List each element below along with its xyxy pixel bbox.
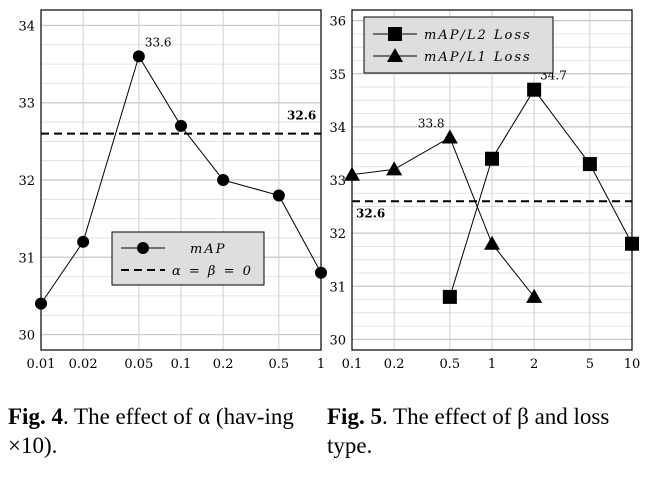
figure-5-caption: Fig. 5. The effect of β and loss type.: [327, 402, 647, 460]
legend-box: [363, 16, 554, 74]
data-label: 33.6: [145, 35, 172, 49]
y-tick-label: 35: [329, 68, 346, 83]
y-tick-label: 36: [329, 15, 346, 30]
baseline-label: 32.6: [356, 206, 385, 220]
x-tick-label: 1: [488, 357, 496, 372]
y-tick-label: 32: [18, 174, 35, 189]
x-tick-label: 10: [624, 357, 641, 372]
data-point-circle: [315, 266, 327, 279]
data-point-circle: [217, 174, 230, 186]
legend: mAP α = β = 0: [111, 231, 265, 286]
legend: mAP/L2 Loss mAP/L1 Loss: [363, 16, 554, 74]
x-tick-label: 0.5: [440, 357, 461, 372]
data-label: 33.8: [418, 117, 445, 131]
x-tick-label: 0.1: [342, 357, 363, 372]
data-point-triangle: [344, 166, 360, 181]
x-tick-label: 0.01: [27, 357, 56, 372]
y-tick-label: 34: [329, 121, 346, 136]
baseline-label: 32.6: [287, 109, 316, 123]
figure-5-caption-text: . The effect of β and loss type.: [327, 404, 610, 458]
legend-box: [111, 231, 265, 286]
legend-label: mAP: [190, 242, 226, 257]
plot-frame: [40, 9, 322, 351]
legend-label: mAP/L2 Loss: [424, 28, 532, 43]
y-tick-label: 30: [18, 329, 35, 344]
data-point-square: [582, 157, 597, 172]
legend-circle-marker: [137, 242, 149, 254]
data-point-square: [485, 151, 499, 166]
y-tick-label: 31: [329, 280, 346, 295]
data-point-circle: [132, 50, 145, 63]
data-point-square: [527, 82, 542, 97]
x-tick-label: 0.02: [69, 357, 98, 372]
x-tick-label: 1: [317, 357, 325, 372]
figure-4-caption-text: . The effect of α (hav-ing ×10).: [8, 404, 294, 458]
data-point-square: [625, 236, 639, 251]
figures: 30 31 32 33 34 0.01 0.02 0.05 0.1 0.2 0.5 1 32.6 33.6…: [18, 9, 641, 372]
x-tick-label: 0.2: [384, 357, 405, 372]
x-tick-label: 5: [586, 357, 594, 372]
data-point-square: [442, 289, 457, 304]
y-tick-label: 31: [18, 251, 35, 266]
y-tick-label: 30: [329, 333, 346, 348]
data-point-circle: [272, 189, 285, 202]
figure-4-caption: Fig. 4. The effect of α (hav-ing ×10).: [8, 402, 324, 460]
data-point-triangle: [441, 129, 458, 144]
data-point-circle: [35, 297, 47, 310]
legend-square-marker: [388, 27, 402, 41]
data-point-triangle: [386, 161, 403, 176]
x-tick-label: 0.2: [213, 357, 234, 372]
legend-label: α = β = 0: [172, 264, 253, 279]
chart-4: 30 31 32 33 34 0.01 0.02 0.05 0.1 0.2 0.5 1 32.6 33.6…: [18, 9, 327, 372]
legend-triangle-marker: [387, 48, 403, 62]
legend-label: mAP/L1 Loss: [424, 50, 532, 65]
y-tick-label: 34: [18, 19, 35, 34]
y-tick-label: 33: [18, 97, 35, 112]
x-tick-label: 0.1: [171, 357, 192, 372]
figure-4-label: Fig. 4: [8, 404, 63, 429]
data-point-triangle: [526, 288, 543, 303]
y-tick-label: 33: [329, 174, 346, 189]
x-tick-label: 0.05: [124, 357, 153, 372]
x-tick-label: 0.5: [269, 357, 290, 372]
data-point-circle: [175, 119, 187, 132]
x-tick-label: 2: [530, 357, 538, 372]
y-tick-label: 32: [329, 227, 346, 242]
figure-5-label: Fig. 5: [327, 404, 382, 429]
data-point-triangle: [484, 235, 500, 250]
data-point-circle: [77, 235, 90, 248]
